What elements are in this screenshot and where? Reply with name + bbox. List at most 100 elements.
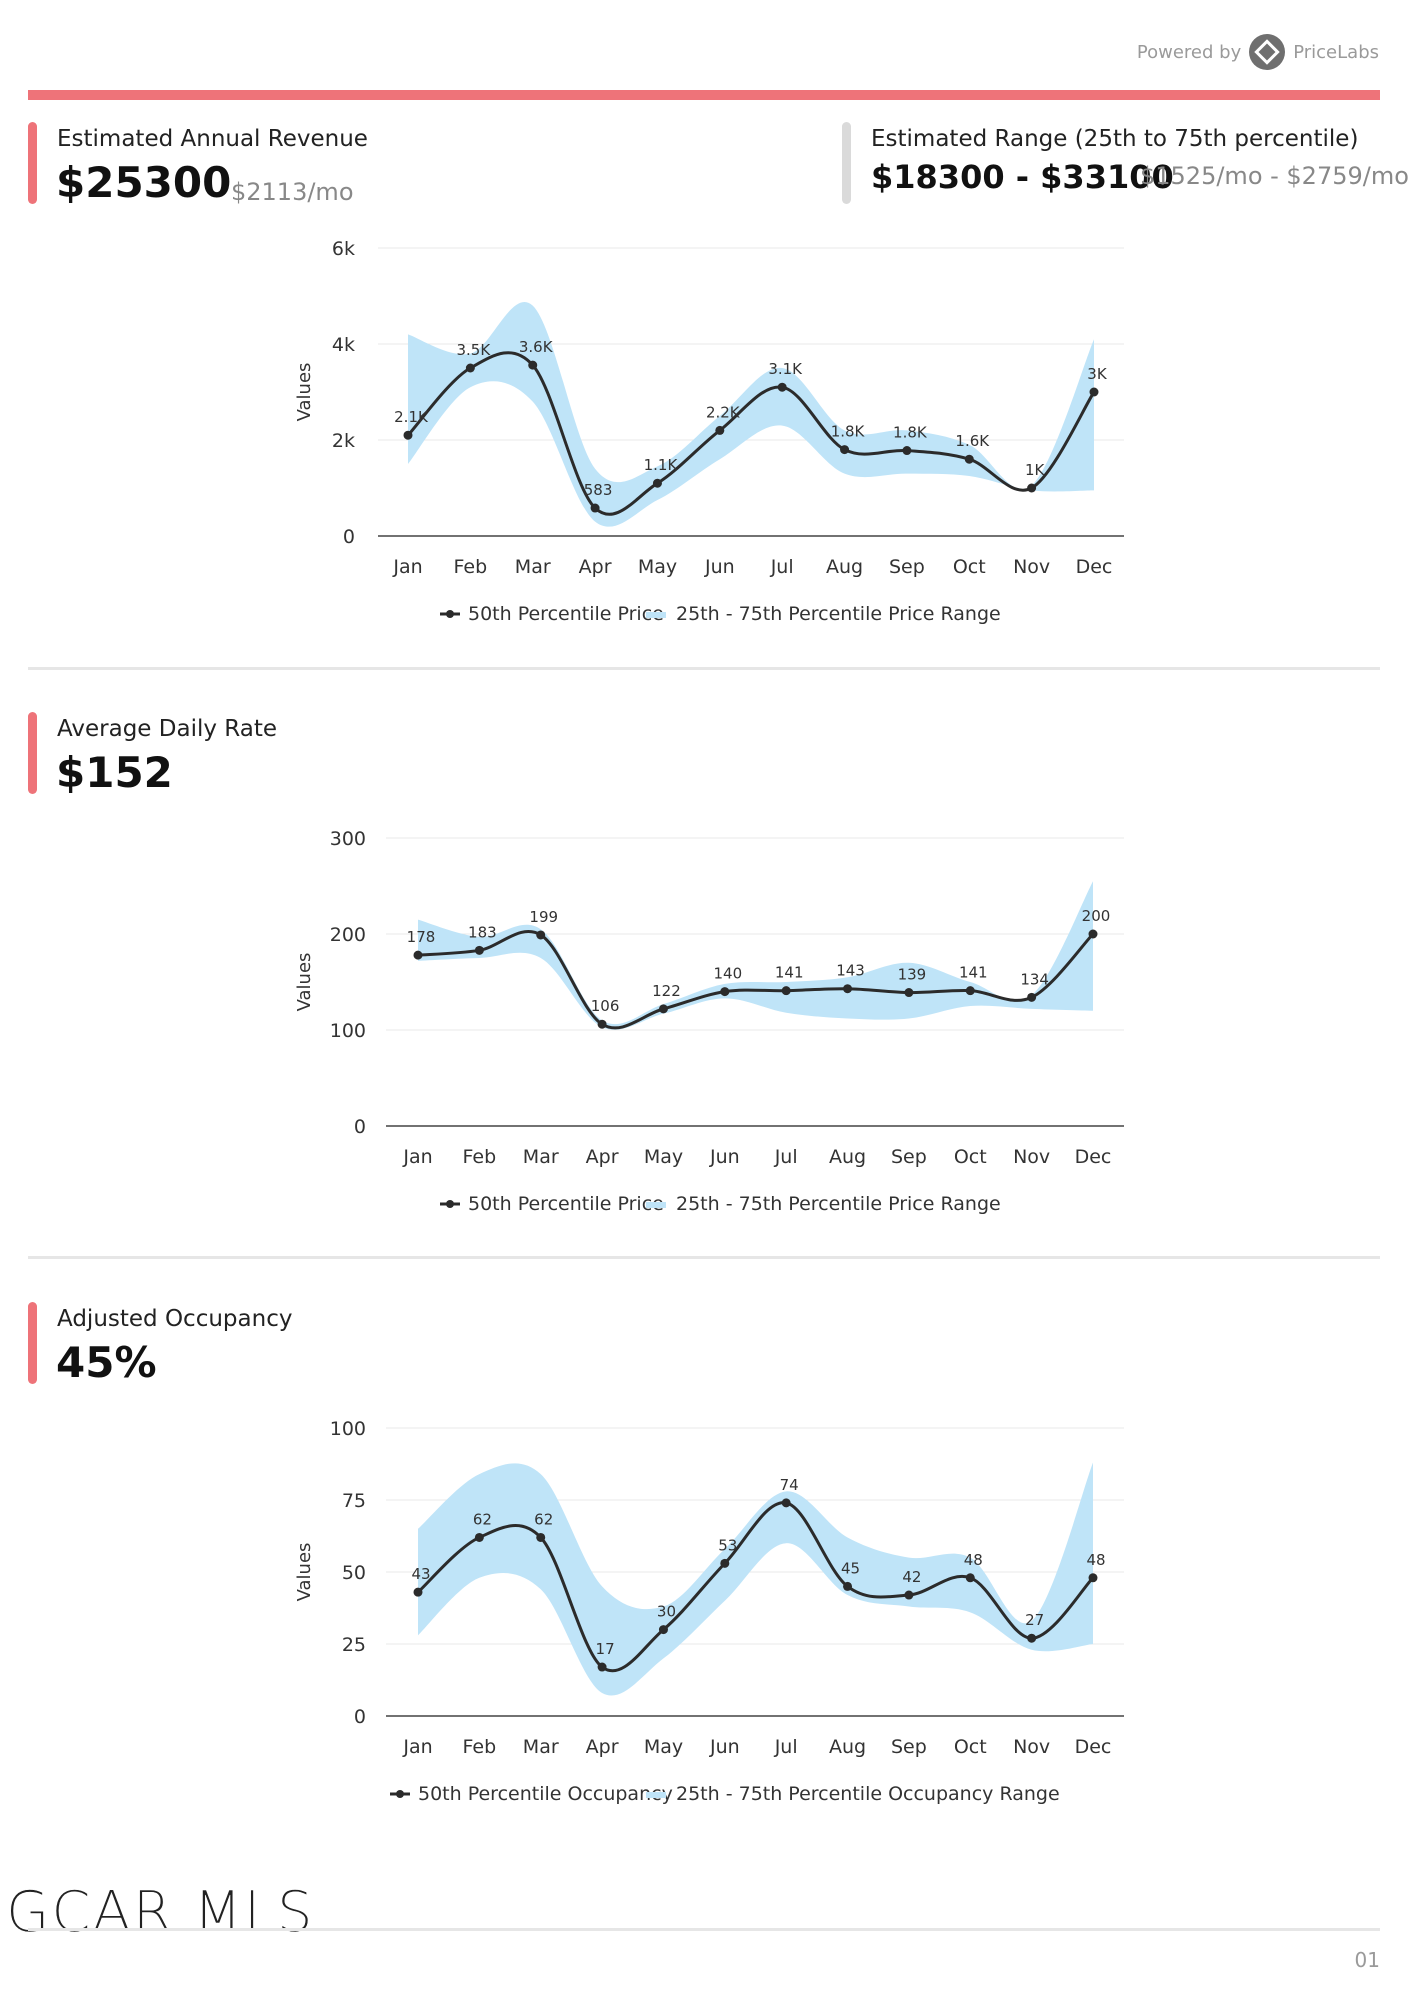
- data-label: 53: [718, 1536, 737, 1554]
- data-label: 183: [468, 923, 497, 941]
- data-label: 2.1K: [394, 408, 429, 426]
- legend-median: 50th Percentile Occupancy: [418, 1783, 673, 1805]
- data-point: [904, 1590, 914, 1600]
- legend-median: 50th Percentile Price: [468, 1193, 664, 1215]
- data-label: 62: [473, 1510, 492, 1528]
- data-point: [777, 382, 787, 392]
- data-label: 3.5K: [457, 341, 492, 359]
- x-tick-label: Jul: [774, 1736, 798, 1758]
- y-tick-label: 50: [342, 1562, 366, 1584]
- data-label: 2.2K: [706, 403, 741, 421]
- data-point: [904, 988, 914, 998]
- data-point: [413, 1587, 423, 1597]
- section-divider: [28, 1256, 1380, 1259]
- data-point: [1027, 1633, 1037, 1643]
- y-axis-title: Values: [294, 953, 315, 1012]
- x-tick-label: Apr: [586, 1146, 619, 1168]
- data-label: 141: [775, 964, 804, 982]
- data-label: 30: [657, 1603, 676, 1621]
- data-label: 42: [902, 1568, 921, 1586]
- data-label: 1K: [1025, 461, 1046, 479]
- y-tick-label: 6k: [332, 238, 355, 260]
- x-tick-label: Mar: [523, 1146, 559, 1168]
- data-point: [597, 1662, 607, 1672]
- x-tick-label: Aug: [829, 1736, 866, 1758]
- x-tick-label: Sep: [889, 556, 925, 578]
- pricelabs-logo-icon: [1249, 34, 1286, 70]
- data-label: 199: [529, 908, 558, 926]
- data-point: [465, 363, 475, 373]
- x-tick-label: Apr: [579, 556, 612, 578]
- x-tick-label: May: [644, 1146, 683, 1168]
- data-point: [536, 930, 546, 940]
- x-tick-label: Nov: [1013, 556, 1050, 578]
- x-tick-label: Sep: [891, 1736, 927, 1758]
- range-monthly: $1525/mo - $2759/mo: [1140, 162, 1409, 190]
- x-tick-label: Oct: [953, 556, 986, 578]
- data-point: [840, 445, 850, 455]
- x-tick-label: Jan: [402, 1146, 432, 1168]
- legend-range: 25th - 75th Percentile Occupancy Range: [676, 1783, 1060, 1805]
- data-point: [843, 1581, 853, 1591]
- legend-range: 25th - 75th Percentile Price Range: [676, 603, 1001, 625]
- data-label: 3.1K: [768, 360, 803, 378]
- data-point: [781, 1498, 791, 1508]
- data-point: [1088, 1573, 1098, 1583]
- adr-chart: 0 100 200 300 Values Jan Feb Mar Apr May Jun Jul Aug…: [294, 828, 1124, 1215]
- x-tick-label: Nov: [1013, 1736, 1050, 1758]
- occupancy-chart: 0 25 50 75 100 Values Jan Feb Mar Apr May Jun Jul Aug…: [294, 1418, 1124, 1805]
- brand-name: PriceLabs: [1293, 41, 1379, 63]
- data-point: [720, 1558, 730, 1568]
- data-label: 27: [1025, 1611, 1044, 1629]
- revenue-monthly: $2113/mo: [231, 178, 354, 206]
- data-label: 3.6K: [519, 338, 554, 356]
- adr-accent: [28, 712, 37, 794]
- x-tick-label: Sep: [891, 1146, 927, 1168]
- legend-marker-icon: [446, 1200, 454, 1208]
- x-tick-label: Oct: [954, 1146, 987, 1168]
- footer-divider: [28, 1928, 1380, 1931]
- data-label: 140: [713, 965, 742, 983]
- data-point: [965, 986, 975, 996]
- data-point: [1027, 483, 1037, 493]
- data-point: [965, 1573, 975, 1583]
- revenue-value: $25300: [56, 158, 232, 207]
- data-point: [658, 1625, 668, 1635]
- adr-value: $152: [56, 748, 173, 797]
- data-label: 1.1K: [644, 456, 679, 474]
- y-tick-label: 200: [330, 924, 366, 946]
- data-label: 17: [596, 1640, 615, 1658]
- x-tick-label: Jun: [704, 556, 735, 578]
- data-point: [474, 1532, 484, 1542]
- data-label: 62: [534, 1510, 553, 1528]
- occupancy-value: 45%: [56, 1338, 157, 1387]
- x-tick-label: Feb: [454, 556, 488, 578]
- data-label: 45: [841, 1559, 860, 1577]
- data-label: 1.8K: [893, 424, 928, 442]
- data-point: [403, 430, 413, 440]
- x-tick-label: Oct: [954, 1736, 987, 1758]
- data-point: [964, 454, 974, 464]
- legend-marker-icon: [446, 610, 454, 618]
- percentile-range-band: [408, 301, 1094, 527]
- data-point: [528, 360, 538, 370]
- legend-range: 25th - 75th Percentile Price Range: [676, 1193, 1001, 1215]
- data-point: [652, 478, 662, 488]
- x-tick-label: Jan: [402, 1736, 432, 1758]
- x-tick-label: Mar: [515, 556, 551, 578]
- x-tick-label: Nov: [1013, 1146, 1050, 1168]
- data-point: [781, 986, 791, 996]
- legend-band-icon: [646, 612, 666, 618]
- page-number: 01: [1354, 1948, 1380, 1972]
- y-axis-title: Values: [294, 363, 315, 422]
- legend-marker-icon: [396, 1790, 404, 1798]
- data-point: [413, 950, 423, 960]
- y-tick-label: 0: [354, 1116, 366, 1138]
- x-tick-label: Jun: [709, 1146, 740, 1168]
- data-label: 139: [898, 966, 927, 984]
- x-tick-label: Feb: [463, 1736, 497, 1758]
- range-accent: [842, 122, 851, 204]
- x-tick-label: Jan: [392, 556, 422, 578]
- data-label: 134: [1020, 970, 1049, 988]
- data-label: 200: [1082, 907, 1111, 925]
